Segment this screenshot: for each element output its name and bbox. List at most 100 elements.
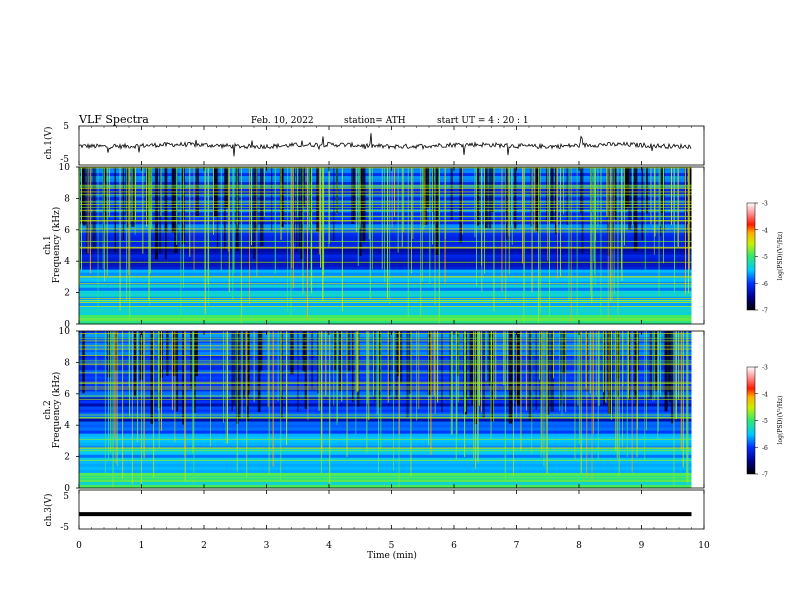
ch1-spec-sferic bbox=[256, 167, 258, 277]
ch1-spec-band bbox=[79, 251, 692, 255]
ch2-spec-sferic bbox=[434, 331, 436, 414]
ch1-spec-band bbox=[79, 293, 692, 298]
ch2-spec-sferic bbox=[636, 331, 638, 458]
ch1-spec-line bbox=[79, 302, 692, 303]
ch1-spec-line bbox=[79, 300, 692, 301]
ch1-spec-sferic bbox=[481, 167, 483, 292]
ch2-spec-gap bbox=[400, 331, 403, 385]
ch1-spec-band bbox=[79, 314, 692, 319]
ch1-spec-band bbox=[79, 170, 692, 174]
ch1-spec-band bbox=[79, 299, 692, 304]
ch1-spec-band bbox=[79, 179, 692, 183]
ch1-spec-band bbox=[79, 167, 692, 171]
ch2-spec-sferic bbox=[490, 331, 492, 440]
ch1-spec-sferic bbox=[673, 167, 675, 226]
ch1-spec-gap bbox=[633, 167, 638, 251]
ch1-spec-line bbox=[79, 167, 692, 169]
ch1-spec-gap bbox=[103, 167, 105, 245]
ch1-spec-sferic bbox=[538, 167, 539, 324]
ch2-spec-gap bbox=[449, 331, 452, 398]
ch1-spec-sferic bbox=[240, 167, 242, 324]
ch2-spec-gap bbox=[317, 331, 319, 394]
ch2-spec-band bbox=[79, 469, 692, 474]
ch2-spec-band bbox=[79, 364, 692, 368]
ch1-spectrogram-ylabel-freq: Frequency (kHz) bbox=[51, 207, 62, 284]
ch2-spec-sferic bbox=[657, 331, 659, 440]
ch2-cbtick-label: -7 bbox=[762, 472, 768, 479]
ch2-spec-gap bbox=[379, 331, 382, 374]
ch1-cbtick-label: -5 bbox=[762, 254, 768, 261]
ch2-spec-sferic bbox=[513, 331, 514, 477]
ch3-ytick-top: 5 bbox=[63, 492, 69, 502]
ch1-spec-sferic bbox=[336, 167, 338, 215]
ch1-spec-sferic bbox=[189, 167, 191, 257]
ch2-spec-band bbox=[79, 433, 692, 438]
ch2-spec-band bbox=[79, 349, 692, 353]
ch1-spec-gap bbox=[506, 167, 508, 240]
ch1-spec-gap bbox=[546, 167, 549, 221]
ch1-spec-band bbox=[79, 176, 692, 180]
ch1-waveform-trace bbox=[78, 133, 692, 157]
ch1-spec-band bbox=[79, 215, 692, 219]
ch1-spec-gap bbox=[114, 167, 116, 253]
ch1-spec-sferic bbox=[384, 167, 385, 283]
ch2-spec-sferic bbox=[646, 331, 647, 431]
ch2-spec-sferic bbox=[437, 331, 439, 403]
ch2-spec-sferic bbox=[398, 331, 400, 435]
ch1-spec-sferic bbox=[290, 167, 292, 323]
ch1-spec-sferic bbox=[611, 167, 613, 300]
ch2-spec-line bbox=[79, 383, 692, 384]
ch1-spec-sferic bbox=[302, 167, 304, 295]
ch2-spectrogram-ylabel-freq: Frequency (kHz) bbox=[51, 372, 62, 449]
ch1-spec-sferic bbox=[291, 167, 293, 269]
ch2-spec-sferic bbox=[678, 331, 680, 400]
ch2-spec-sferic bbox=[184, 331, 186, 456]
ch1-spec-sferic bbox=[600, 167, 602, 320]
ch2-spec-line bbox=[79, 388, 692, 390]
ch2-spec-gap bbox=[352, 331, 354, 403]
ch1-spec-sferic bbox=[511, 167, 513, 245]
ch1-spec-band bbox=[79, 182, 692, 186]
ch1-spec-gap bbox=[280, 167, 284, 228]
ch1-spec-sferic bbox=[617, 167, 619, 314]
ch2-spec-sferic bbox=[153, 331, 155, 478]
ch2-spec-line bbox=[79, 417, 692, 419]
ch1-spec-blank bbox=[691, 167, 704, 324]
ch2-spec-line bbox=[79, 340, 692, 342]
ch1-spectrogram-ylabel-ch: ch.1 bbox=[43, 235, 53, 254]
ch1-spec-gap bbox=[252, 167, 256, 260]
ch1-spec-gap bbox=[351, 167, 355, 224]
ch2-spec-band bbox=[79, 439, 692, 444]
ch2-spec-sferic bbox=[491, 331, 492, 382]
ch2-cbtick-label: -6 bbox=[762, 445, 768, 452]
ch2-spec-sferic bbox=[114, 331, 116, 438]
ch2-spec-line bbox=[79, 438, 692, 440]
ch2-spec-line bbox=[79, 477, 692, 479]
ch2-spec-sferic bbox=[561, 331, 563, 417]
ch1-spec-sferic bbox=[368, 167, 370, 240]
ch1-spec-sferic bbox=[609, 167, 611, 302]
ch1-spec-sferic bbox=[501, 167, 503, 292]
ch1-spec-line bbox=[79, 191, 692, 193]
ch2-spec-sferic bbox=[652, 331, 654, 402]
ch1-spec-sferic bbox=[180, 167, 182, 322]
ch2-spec-sferic bbox=[366, 331, 368, 453]
ch1-spec-sferic bbox=[320, 167, 322, 268]
x-tick-label: 2 bbox=[201, 541, 207, 551]
ch1-spec-gap bbox=[661, 167, 664, 213]
ch2-spec-sferic bbox=[686, 331, 688, 482]
ch2-spec-band bbox=[79, 412, 692, 416]
ch2-spec-gap bbox=[247, 331, 249, 422]
ch2-spec-line bbox=[79, 345, 692, 347]
ch2-spec-sferic bbox=[280, 331, 282, 481]
ch2-spec-gap bbox=[346, 331, 351, 372]
ch1-spec-gap bbox=[154, 167, 158, 260]
ch3-ytick-bottom: -5 bbox=[60, 523, 69, 533]
ch3-ylabel: ch.3(V) bbox=[43, 494, 54, 527]
x-tick-label: 7 bbox=[514, 541, 520, 551]
ch1-colorbar-label: log(PSD)(V²/Hz) bbox=[777, 232, 784, 281]
ch2-colorbar-label: log(PSD)(V²/Hz) bbox=[777, 396, 784, 445]
ch2-spec-sferic bbox=[586, 331, 588, 478]
ch2-spec-sferic bbox=[478, 331, 480, 404]
ch2-spec-gap bbox=[134, 331, 137, 397]
